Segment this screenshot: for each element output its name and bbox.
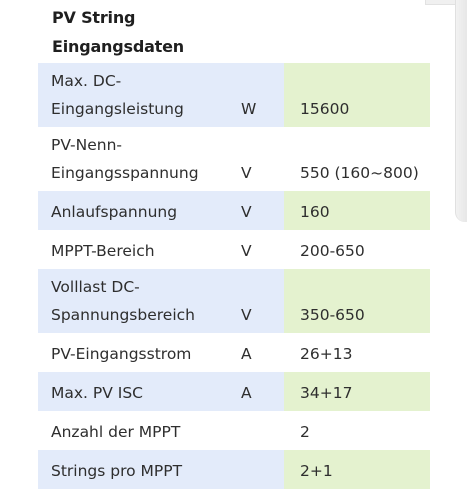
window-edge-tab bbox=[425, 0, 467, 5]
parameter-cell: PV-Eingangsstrom bbox=[38, 333, 228, 372]
value-cell: 15600 bbox=[284, 63, 430, 127]
table-row: Anzahl der MPPT 2 bbox=[38, 411, 430, 450]
value-cell: 200-650 bbox=[300, 242, 365, 260]
value-cell: 2 bbox=[300, 423, 310, 441]
table-row: PV-Nenn- Eingangsspannung V 550 (160~800) bbox=[38, 127, 430, 191]
section-heading: PV String Eingangsdaten bbox=[52, 3, 184, 61]
parameter-label-line: Eingangsleistung bbox=[51, 100, 184, 118]
table-row: Anlaufspannung V 160 bbox=[38, 191, 430, 230]
table-row: MPPT-Bereich V 200-650 bbox=[38, 230, 430, 269]
parameter-cell: Volllast DC- Spannungsbereich bbox=[38, 269, 228, 333]
unit-cell: V bbox=[228, 191, 284, 230]
parameter-cell: Max. PV ISC bbox=[38, 372, 228, 411]
unit-cell: V bbox=[241, 242, 252, 260]
table-body: Max. DC- Eingangsleistung W 15600 PV-Nenn- Ei… bbox=[38, 63, 430, 489]
table-row: Max. DC- Eingangsleistung W 15600 bbox=[38, 63, 430, 127]
parameter-cell: MPPT-Bereich bbox=[38, 230, 228, 269]
table-row: Volllast DC- Spannungsbereich V 350-650 bbox=[38, 269, 430, 333]
parameter-label-line: Anlaufspannung bbox=[51, 203, 178, 221]
unit-cell bbox=[228, 450, 284, 489]
unit-cell: W bbox=[228, 63, 284, 127]
table-row: Strings pro MPPT 2+1 bbox=[38, 450, 430, 489]
value-cell: 350-650 bbox=[284, 269, 430, 333]
table-row: PV-Eingangsstrom A 26+13 bbox=[38, 333, 430, 372]
parameter-label-line: Max. DC- bbox=[51, 72, 122, 90]
parameter-cell: Strings pro MPPT bbox=[38, 450, 228, 489]
value-cell: 550 (160~800) bbox=[300, 164, 419, 182]
parameter-label-line: MPPT-Bereich bbox=[51, 242, 155, 260]
unit-cell: A bbox=[241, 345, 252, 363]
table-row: Max. PV ISC A 34+17 bbox=[38, 372, 430, 411]
unit-cell: A bbox=[228, 372, 284, 411]
unit-cell bbox=[228, 411, 284, 450]
value-cell: 26+13 bbox=[300, 345, 353, 363]
parameter-label-line: Volllast DC- bbox=[51, 278, 140, 296]
pv-string-input-table: Max. DC- Eingangsleistung W 15600 PV-Nenn- Ei… bbox=[38, 63, 430, 489]
parameter-label-line: Strings pro MPPT bbox=[51, 462, 183, 480]
parameter-cell: Max. DC- Eingangsleistung bbox=[38, 63, 228, 127]
value-cell: 2+1 bbox=[284, 450, 430, 489]
parameter-cell: Anzahl der MPPT bbox=[38, 411, 228, 450]
parameter-label-line: PV-Nenn- bbox=[51, 136, 123, 154]
value-cell: 34+17 bbox=[284, 372, 430, 411]
parameter-label-line: Spannungsbereich bbox=[51, 306, 195, 324]
value-cell: 160 bbox=[284, 191, 430, 230]
parameter-cell: PV-Nenn- Eingangsspannung bbox=[38, 127, 228, 191]
scrollbar-track[interactable] bbox=[455, 0, 467, 222]
parameter-label-line: PV-Eingangsstrom bbox=[51, 345, 192, 363]
unit-cell: V bbox=[228, 269, 284, 333]
parameter-cell: Anlaufspannung bbox=[38, 191, 228, 230]
section-heading-line-1: PV String bbox=[52, 8, 136, 27]
parameter-label-line: Anzahl der MPPT bbox=[51, 423, 181, 441]
unit-cell: V bbox=[241, 164, 252, 182]
parameter-label-line: Eingangsspannung bbox=[51, 164, 199, 182]
section-heading-line-2: Eingangsdaten bbox=[52, 37, 184, 56]
parameter-label-line: Max. PV ISC bbox=[51, 384, 144, 402]
